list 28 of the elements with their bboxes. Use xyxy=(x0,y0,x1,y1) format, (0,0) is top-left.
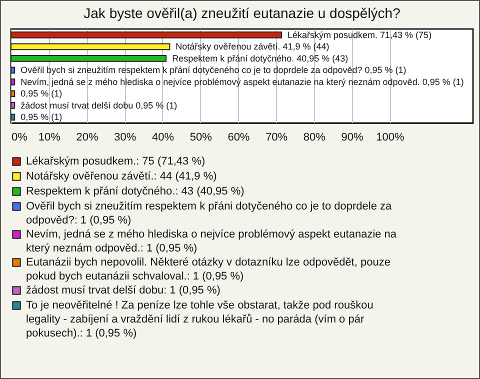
x-tick-label: 70% xyxy=(266,132,288,144)
data-label: Notářsky ověřenou závětí. 41,9 % (44) xyxy=(176,42,330,52)
x-tick-label: 90% xyxy=(341,132,364,144)
x-tick-label: 0% xyxy=(12,132,28,144)
x-tick-label: 40% xyxy=(152,132,174,144)
x-tick-label: 100% xyxy=(376,132,404,144)
data-label: žádost musí trvat delší dobu 0,95 % (1) xyxy=(20,100,178,110)
legend-label: Nevím, jedná se z mého hlediska o nejvíce problémový aspekt eutanazie na který neznám odpověd.: 1 (0,95 %) xyxy=(26,228,398,254)
x-tick-label: 50% xyxy=(190,132,212,144)
legend-label: Notářsky ověřenou závětí.: 44 (41,9 %) xyxy=(26,170,217,182)
chart-title: Jak byste ověřil(a) zneužití eutanazie u dospělých? xyxy=(84,5,401,21)
data-label: 0,95 % (1) xyxy=(20,112,62,122)
legend-label: Lékařským posudkem.: 75 (71,43 %) xyxy=(26,156,206,168)
x-tick-label: 30% xyxy=(114,132,136,144)
data-label: Lékařským posudkem. 71,43 % (75) xyxy=(287,30,432,40)
legend-label: Respektem k přání dotyčného.: 43 (40,95 %) xyxy=(26,186,244,198)
x-tick-label: 80% xyxy=(303,132,326,144)
legend-label: To je neověřitelné ! Za peníze lze tohle vše obstarat, takže pod rouškou legality - zabíjení a vraždění lidí z rukou lékařů - no paráda (vím o pár pokusech).: 1 (0,95 %) xyxy=(26,300,374,340)
data-label: 0,95 % (1) xyxy=(20,88,62,99)
data-label: Respektem k přání dotyčného. 40,95 % (43) xyxy=(172,53,348,64)
data-label: Nevím, jedná se z mého hlediska o nejvíce problémový aspekt eutanazie na který neznám odpověd. 0,95 % (1) xyxy=(20,76,464,87)
data-label: Ověřil bych si zneužitím respektem k přání dotyčeného co je to doprdele za odpověd? 0,95 % (1) xyxy=(20,65,406,76)
x-tick-label: 60% xyxy=(228,132,250,144)
legend-label: Ověřil bych si zneužitím respektem k přáni dotyčeného co je to doprdele za odpověd?: 1 (0,95 %) xyxy=(26,200,393,226)
x-tick-label: 20% xyxy=(76,132,98,144)
legend-label: žádost musí trvat delší dobu: 1 (0,95 %) xyxy=(26,284,220,296)
x-tick-label: 10% xyxy=(38,132,61,144)
legend-label: Eutanázii bych nepovolil. Některé otázky v dotazníku lze odpovědět, pouze pokud bych eutanázii schvaloval.: 1 (0,95 %) xyxy=(26,256,390,282)
